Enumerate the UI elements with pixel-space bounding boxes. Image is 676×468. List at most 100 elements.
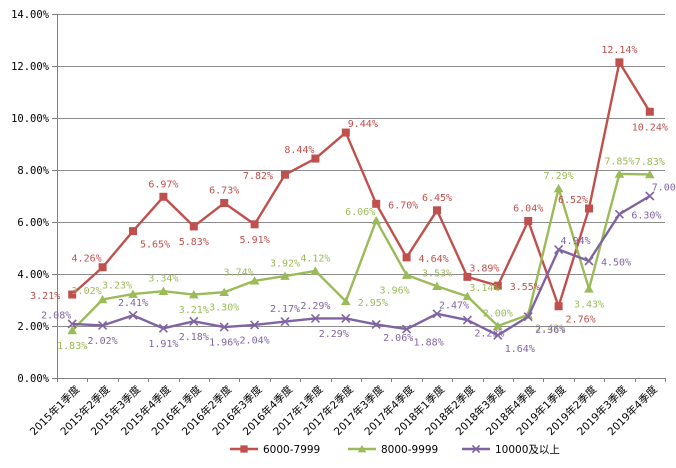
series-marker-x	[310, 313, 320, 324]
series-marker-triangle	[158, 286, 169, 295]
y-axis-labels: 0.00% 2.00% 4.00% 6.00% 8.00% 10.00% 12.00% 14.…	[11, 9, 50, 385]
data-label: 2.43%	[535, 323, 565, 334]
series-marker-triangle	[645, 169, 655, 179]
data-label: 7.83%	[635, 157, 665, 168]
data-label: 3.74%	[224, 267, 254, 278]
data-label: 2.04%	[240, 335, 270, 346]
series-marker-x	[128, 310, 138, 320]
series-marker-square	[402, 253, 411, 262]
series-marker-square	[554, 302, 563, 311]
y-axis-label: 0.00%	[17, 373, 49, 385]
series-marker-triangle	[310, 266, 321, 275]
series-marker-triangle	[128, 289, 138, 298]
series-marker-square	[433, 206, 441, 215]
data-label: 2.29%	[300, 301, 330, 312]
series-marker-triangle	[67, 325, 77, 335]
series-marker-triangle	[249, 276, 260, 285]
data-labels-6000-7999: 3.21% 4.26% 5.65% 6.97% 5.83% 6.73% 5.91% 7.82%…	[30, 45, 668, 326]
data-label: 6.70%	[388, 200, 418, 211]
series-marker-x	[523, 312, 533, 322]
data-label: 3.55%	[510, 282, 540, 293]
series-marker-x	[471, 444, 481, 454]
data-label: 2.17%	[270, 304, 300, 315]
data-label: 6.45%	[422, 193, 452, 204]
legend-label: 10000及以上	[495, 444, 560, 456]
series-marker-triangle	[432, 281, 442, 291]
data-label: 4.26%	[72, 254, 102, 265]
data-label: 2.41%	[118, 298, 148, 309]
series-marker-square	[98, 263, 107, 272]
data-label: 3.30%	[209, 303, 239, 314]
series-marker-triangle	[371, 215, 381, 225]
data-label: 1.91%	[148, 339, 178, 350]
series-marker-square	[645, 107, 654, 116]
series-marker-x	[158, 323, 168, 333]
data-label: 6.04%	[513, 203, 543, 214]
series-marker-triangle	[341, 296, 351, 306]
data-label: 2.47%	[439, 300, 469, 311]
series-line	[71, 61, 651, 308]
data-label: 4.64%	[419, 254, 449, 265]
series-marker-triangle	[462, 291, 473, 301]
series-marker-triangle	[97, 294, 108, 304]
data-label: 6.97%	[148, 179, 178, 190]
series-marker-square	[250, 220, 259, 229]
series-marker-x	[462, 315, 472, 325]
series-marker-square	[493, 281, 502, 290]
series-marker-triangle	[614, 169, 625, 178]
y-axis-label: 10.00%	[11, 113, 50, 125]
data-label: 3.21%	[179, 305, 209, 316]
data-label: 4.94%	[561, 236, 591, 247]
data-label: 7.82%	[243, 171, 273, 182]
series-marker-x	[402, 324, 412, 334]
series-marker-x	[645, 191, 655, 201]
data-label: 6.73%	[209, 186, 239, 197]
x-axis-labels: 2015年1季度2015年2季度2015年3季度2015年4季度2016年1季度…	[27, 383, 660, 438]
data-label: 3.23%	[102, 281, 132, 292]
series-marker-square	[281, 170, 289, 179]
data-label: 5.65%	[140, 240, 170, 251]
data-label: 7.00%	[652, 183, 676, 194]
data-label: 2.23%	[474, 329, 504, 340]
series-marker-square	[311, 154, 320, 163]
series-marker-x	[614, 209, 624, 219]
data-label: 3.14%	[469, 283, 499, 294]
legend-item-8000-9999: 8000-9999	[348, 444, 438, 456]
data-label: 2.76%	[566, 315, 596, 326]
data-label: 12.14%	[601, 45, 637, 56]
data-label: 2.02%	[88, 336, 118, 347]
legend-label: 6000-7999	[263, 444, 320, 456]
data-label: 3.02%	[72, 286, 102, 297]
data-label: 3.34%	[148, 274, 178, 285]
y-axis-label: 8.00%	[17, 165, 49, 177]
series-marker-square	[524, 216, 533, 225]
series-marker-x	[584, 256, 594, 266]
series-marker-triangle	[584, 284, 594, 293]
data-label: 3.21%	[30, 291, 60, 302]
data-label: 4.50%	[601, 258, 631, 269]
data-label: 2.06%	[383, 333, 413, 344]
series-marker-square	[189, 222, 198, 231]
data-label: 2.36%	[535, 325, 565, 336]
series-marker-triangle	[357, 444, 367, 453]
y-axis-label: 4.00%	[17, 269, 49, 281]
series-marker-triangle	[189, 290, 199, 299]
series-marker-triangle	[280, 271, 290, 280]
series-marker-square	[129, 227, 137, 236]
series-marker-triangle	[553, 183, 564, 193]
data-label: 1.83%	[57, 341, 87, 352]
legend: 6000-7999 8000-9999 10000及以上	[230, 444, 560, 456]
series-10000及以上	[67, 191, 655, 340]
series-6000-7999	[68, 58, 654, 311]
legend-label: 8000-9999	[381, 444, 438, 456]
series-marker-x	[219, 322, 229, 332]
legend-item-6000-7999: 6000-7999	[230, 444, 320, 456]
data-label: 2.00%	[483, 309, 513, 320]
series-marker-square	[615, 58, 624, 67]
series-line	[72, 194, 651, 337]
series-marker-x	[554, 244, 564, 255]
y-axis-label: 6.00%	[17, 217, 49, 229]
data-label: 6.06%	[345, 207, 375, 218]
data-label: 7.29%	[544, 171, 574, 182]
